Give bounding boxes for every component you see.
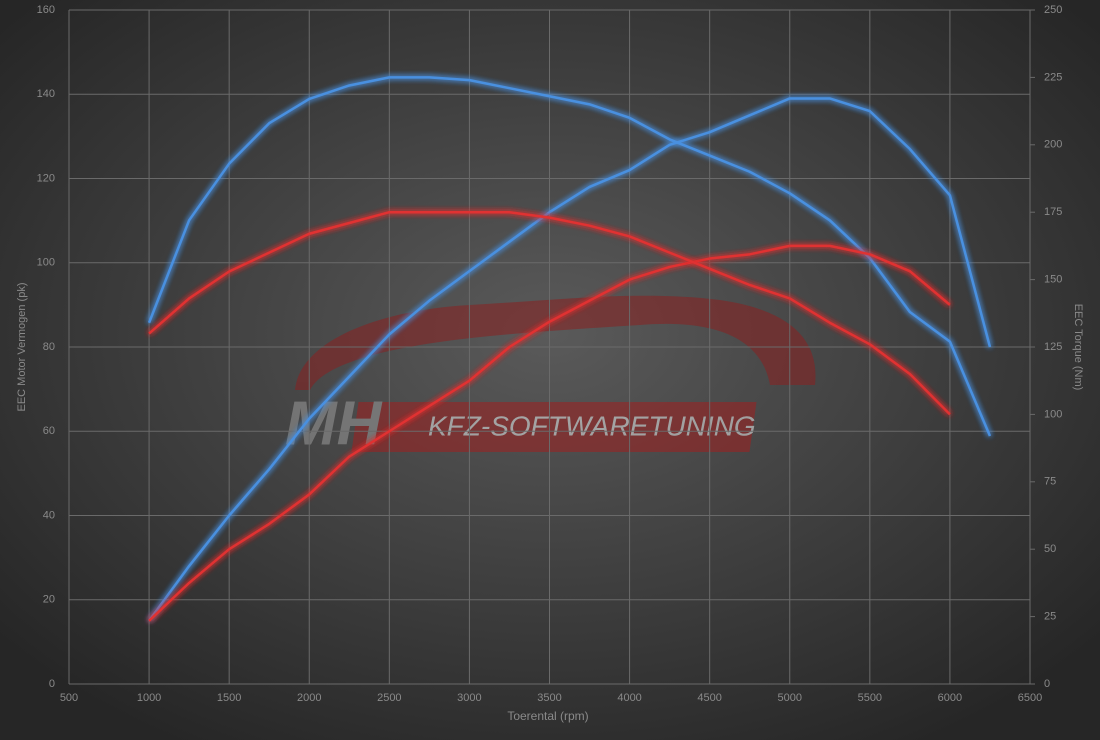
y2-tick-label: 0 [1044, 678, 1050, 690]
y-tick-label: 140 [37, 88, 55, 100]
y2-tick-label: 125 [1044, 341, 1062, 353]
y2-tick-label: 50 [1044, 543, 1056, 555]
x-tick-label: 5500 [858, 692, 882, 704]
x-tick-label: 500 [60, 692, 78, 704]
series-line [148, 97, 992, 622]
y2-tick-label: 100 [1044, 408, 1062, 420]
y2-tick-label: 25 [1044, 611, 1056, 623]
y2-axis-title: EEC Torque (Nm) [1072, 304, 1084, 391]
x-tick-label: 4500 [697, 692, 721, 704]
y-tick-label: 80 [43, 341, 55, 353]
y2-tick-label: 150 [1044, 274, 1062, 286]
y2-tick-label: 250 [1044, 4, 1062, 16]
y-tick-label: 120 [37, 172, 55, 184]
y-tick-label: 100 [37, 257, 55, 269]
y-tick-label: 20 [43, 594, 55, 606]
watermark-logo: MH [285, 389, 383, 458]
x-tick-label: 5000 [778, 692, 802, 704]
series-line [148, 244, 951, 622]
watermark-car [295, 295, 816, 390]
x-tick-label: 6500 [1018, 692, 1042, 704]
watermark: MH KFZ-SOFTWARETUNING [285, 295, 816, 458]
series-line [148, 210, 951, 416]
y-tick-label: 60 [43, 425, 55, 437]
y-axis-title: EEC Motor Vermogen (pk) [16, 283, 28, 412]
y-tick-label: 40 [43, 509, 55, 521]
x-tick-label: 6000 [938, 692, 962, 704]
x-tick-label: 2500 [377, 692, 401, 704]
y-tick-label: 0 [49, 678, 55, 690]
y2-tick-label: 75 [1044, 476, 1056, 488]
series-line [147, 76, 992, 437]
y2-tick-label: 200 [1044, 139, 1062, 151]
x-axis-title: Toerental (rpm) [507, 709, 588, 723]
x-tick-label: 1500 [217, 692, 241, 704]
y2-tick-label: 225 [1044, 71, 1062, 83]
y2-tick-label: 175 [1044, 206, 1062, 218]
y-tick-label: 160 [37, 4, 55, 16]
x-tick-label: 3000 [457, 692, 481, 704]
x-tick-label: 2000 [297, 692, 321, 704]
watermark-band [351, 402, 757, 452]
watermark-text: KFZ-SOFTWARETUNING [428, 410, 756, 441]
x-tick-label: 1000 [137, 692, 161, 704]
x-tick-label: 4000 [617, 692, 641, 704]
x-tick-label: 3500 [537, 692, 561, 704]
